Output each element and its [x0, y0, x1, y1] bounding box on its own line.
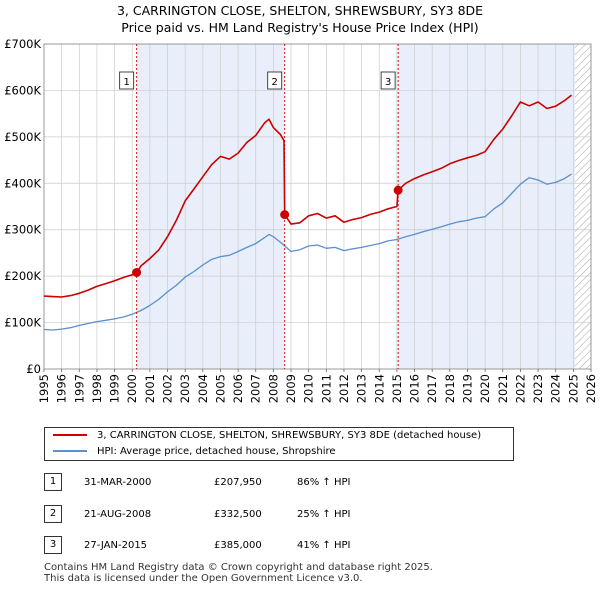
transaction-hpi: 25% ↑ HPI	[297, 509, 351, 520]
transaction-price: £207,950	[214, 477, 262, 488]
x-tick-label: 2015	[390, 374, 404, 403]
x-tick-label: 2008	[266, 374, 280, 403]
sale-marker-label: 1	[123, 77, 129, 88]
x-tick-label: 1996	[55, 374, 69, 403]
y-tick-label: £100K	[4, 316, 41, 330]
x-tick-label: 2003	[178, 374, 192, 403]
x-tick-label: 2004	[196, 374, 210, 403]
sale-point	[132, 267, 142, 277]
transaction-hpi: 86% ↑ HPI	[297, 477, 351, 488]
price-chart: £0 £100K £200K £300K £400K £500K £600K £700K 199…	[4, 37, 598, 403]
x-tick-label: 2013	[355, 374, 369, 403]
legend-label-property: 3, CARRINGTON CLOSE, SHELTON, SHREWSBURY…	[97, 430, 482, 441]
y-tick-label: £200K	[4, 269, 41, 283]
x-tick-label: 2026	[584, 374, 598, 403]
x-tick-label: 2025	[566, 374, 580, 403]
transaction-date: 27-JAN-2015	[84, 540, 148, 551]
transaction-number: 1	[44, 473, 62, 491]
footer: Contains HM Land Registry data © Crown c…	[44, 562, 433, 584]
title-line-2: Price paid vs. HM Land Registry's House …	[121, 20, 479, 35]
ownership-shade	[398, 44, 576, 369]
transaction-row: 2 21-AUG-2008 £332,500 25% ↑ HPI	[44, 505, 464, 525]
transaction-price: £385,000	[214, 540, 262, 551]
title-line-1: 3, CARRINGTON CLOSE, SHELTON, SHREWSBURY…	[116, 3, 484, 18]
x-tick-label: 2020	[478, 374, 492, 403]
y-tick-label: £600K	[4, 83, 41, 97]
x-tick-label: 1995	[37, 374, 51, 403]
y-tick-label: £300K	[4, 223, 41, 237]
footer-copyright: Contains HM Land Registry data © Crown c…	[44, 562, 433, 573]
x-tick-label: 2010	[302, 374, 316, 403]
x-tick-label: 1999	[108, 374, 122, 403]
x-tick-label: 2021	[496, 374, 510, 403]
x-tick-label: 2002	[161, 374, 175, 403]
y-tick-label: £500K	[4, 130, 41, 144]
legend-swatch-hpi	[53, 450, 87, 452]
transaction-hpi: 41% ↑ HPI	[297, 540, 351, 551]
transaction-price: £332,500	[214, 509, 262, 520]
legend-item-hpi: HPI: Average price, detached house, Shro…	[53, 444, 336, 460]
sale-marker-box	[119, 71, 135, 90]
transaction-number: 2	[44, 505, 62, 523]
x-tick-label: 2014	[372, 374, 386, 403]
sale-marker-label: 3	[385, 77, 391, 88]
sale-point	[280, 210, 290, 220]
x-tick-label: 2012	[337, 374, 351, 403]
x-tick-label: 2007	[249, 374, 263, 403]
x-tick-label: 2006	[231, 374, 245, 403]
x-tick-label: 2023	[531, 374, 545, 403]
x-tick-label: 1997	[72, 374, 86, 403]
future-hatch	[575, 44, 591, 369]
x-tick-label: 1998	[90, 374, 104, 403]
sale-marker-box	[267, 71, 283, 90]
x-tick-label: 2016	[408, 374, 422, 403]
chart-title: 3, CARRINGTON CLOSE, SHELTON, SHREWSBURY…	[0, 2, 600, 36]
transaction-date: 21-AUG-2008	[84, 509, 152, 520]
legend-label-hpi: HPI: Average price, detached house, Shro…	[97, 446, 336, 457]
x-tick-label: 2019	[460, 374, 474, 403]
x-tick-label: 2011	[319, 374, 333, 403]
plot-frame	[43, 43, 592, 370]
x-tick-label: 2009	[284, 374, 298, 403]
footer-licence: This data is licensed under the Open Gov…	[44, 573, 363, 584]
x-tick-label: 2017	[425, 374, 439, 403]
x-tick-label: 2024	[549, 374, 563, 403]
sale-marker-label: 2	[271, 77, 277, 88]
sale-marker-box	[380, 71, 396, 90]
ownership-shade	[136, 44, 285, 369]
x-tick-label: 2018	[443, 374, 457, 403]
transaction-row: 1 31-MAR-2000 £207,950 86% ↑ HPI	[44, 473, 464, 493]
sale-point	[393, 185, 403, 195]
x-tick-label: 2005	[213, 374, 227, 403]
legend-swatch-property	[53, 434, 87, 436]
y-tick-label: £0	[26, 362, 41, 376]
y-tick-label: £700K	[4, 37, 41, 51]
legend: 3, CARRINGTON CLOSE, SHELTON, SHREWSBURY…	[44, 427, 514, 461]
x-tick-label: 2022	[513, 374, 527, 403]
x-tick-label: 2001	[143, 374, 157, 403]
series-line-hpi	[44, 173, 572, 331]
x-tick-label: 2000	[125, 374, 139, 403]
transaction-date: 31-MAR-2000	[84, 477, 152, 488]
y-tick-label: £400K	[4, 176, 41, 190]
transaction-row: 3 27-JAN-2015 £385,000 41% ↑ HPI	[44, 536, 464, 556]
transaction-number: 3	[44, 536, 62, 554]
legend-item-property: 3, CARRINGTON CLOSE, SHELTON, SHREWSBURY…	[53, 428, 481, 444]
